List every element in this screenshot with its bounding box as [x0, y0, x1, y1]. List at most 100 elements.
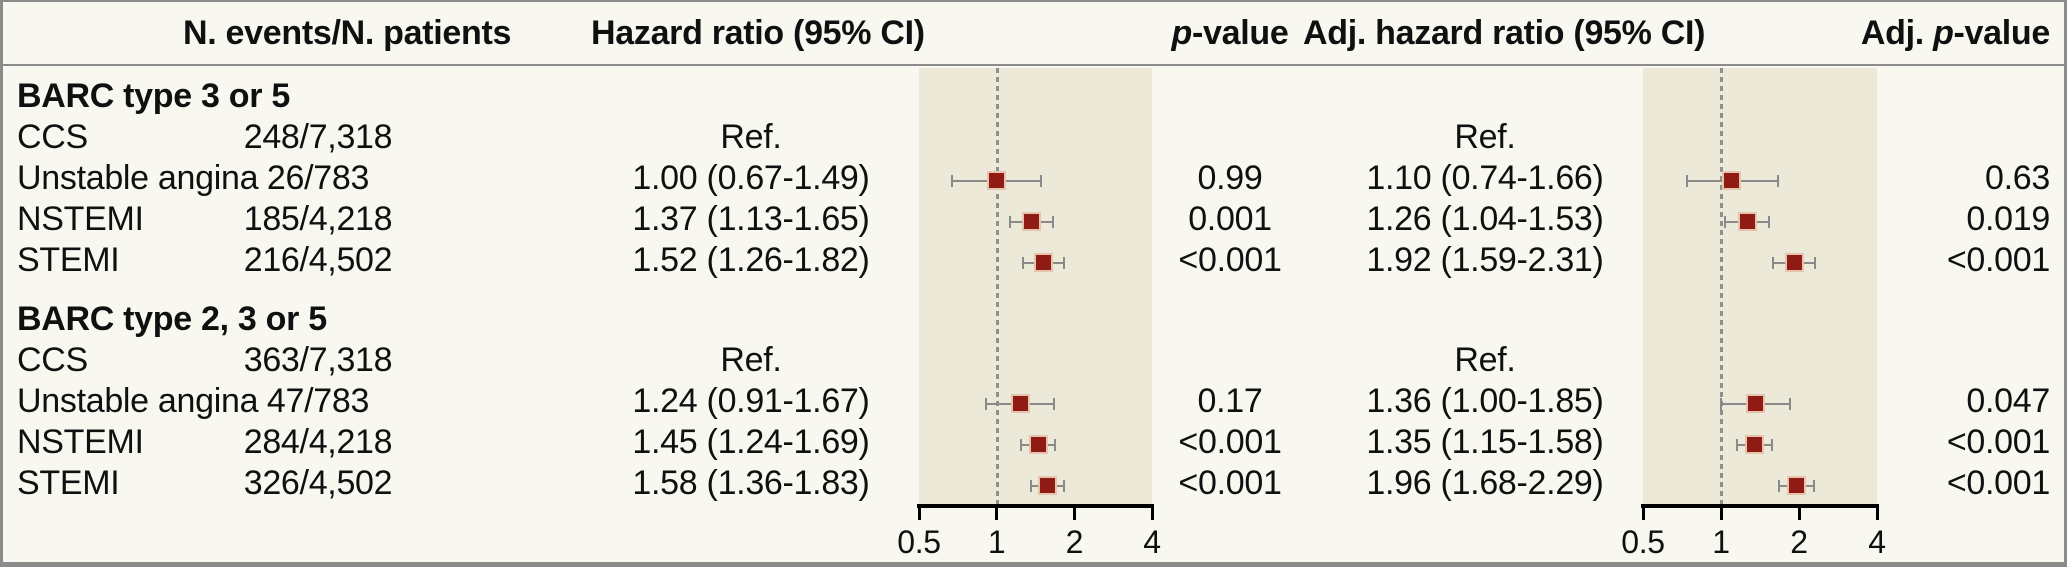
adj-hazard-ratio-value: 1.36 (1.00-1.85) [1366, 382, 1604, 420]
table-row: Unstable angina 47/783 1.24 (0.91-1.67) … [3, 381, 2064, 422]
ci-cap [1019, 438, 1022, 451]
p-value: <0.001 [1178, 241, 1282, 279]
adj-p-value: <0.001 [1946, 241, 2050, 279]
ci-cap [1735, 438, 1738, 451]
hazard-ratio-marker [1745, 435, 1765, 454]
events-patients-value: 284/4,218 [243, 423, 393, 461]
ci-cap [1062, 256, 1065, 269]
ci-cap [950, 174, 953, 187]
events-patients-value: 47/783 [266, 382, 370, 420]
axis-tick-label: 1 [1712, 524, 1730, 560]
adj-hazard-ratio-value: Ref. [1454, 118, 1516, 156]
adj-p-value: 0.047 [1966, 382, 2050, 420]
x-axis: 0.5 1 2 4 [897, 504, 1161, 560]
ci-cap [1772, 256, 1775, 269]
p-value: <0.001 [1178, 423, 1282, 461]
ci-cap [1813, 479, 1816, 492]
adj-hazard-ratio-value: 1.92 (1.59-2.31) [1366, 241, 1604, 279]
adj-hazard-ratio-value: 1.96 (1.68-2.29) [1366, 464, 1604, 502]
hazard-ratio-value: 1.58 (1.36-1.83) [632, 464, 870, 502]
ci-cap [1009, 215, 1012, 228]
ci-cap [1814, 256, 1817, 269]
reference-line [1719, 68, 1723, 506]
ci-cap [1040, 174, 1043, 187]
table-body: BARC type 3 or 5 CCS 248/7,318 Ref. Ref.… [3, 66, 2064, 504]
ci-cap [1777, 174, 1780, 187]
events-patients-value: 248/7,318 [243, 118, 393, 156]
hazard-ratio-marker [1034, 253, 1054, 272]
row-label: CCS [17, 341, 88, 379]
axis-tick [1641, 504, 1645, 520]
forest-plot-adjusted [1643, 68, 1877, 506]
ci-cap [1686, 174, 1689, 187]
axis-tick [1072, 504, 1076, 520]
hazard-ratio-marker [1028, 435, 1048, 454]
events-patients-value: 363/7,318 [243, 341, 393, 379]
adj-hazard-ratio-value: 1.10 (0.74-1.66) [1366, 159, 1604, 197]
axis-tick [917, 504, 921, 520]
hazard-ratio-marker [987, 171, 1007, 190]
reference-line [995, 68, 999, 506]
events-patients-value: 185/4,218 [243, 200, 393, 238]
table-row: CCS 363/7,318 Ref. Ref. [3, 340, 2064, 381]
events-patients-value: 216/4,502 [243, 241, 393, 279]
axis-tick [1719, 504, 1723, 520]
ci-cap [1051, 215, 1054, 228]
table-row: NSTEMI 185/4,218 1.37 (1.13-1.65) 0.001 … [3, 199, 2064, 240]
hazard-ratio-marker [1737, 212, 1757, 231]
header-p-value: p-value [1171, 14, 1289, 52]
ci-cap [1778, 479, 1781, 492]
ci-cap [1724, 215, 1727, 228]
adj-p-value: <0.001 [1946, 464, 2050, 502]
ci-cap [1063, 479, 1066, 492]
x-axis: 0.5 1 2 4 [1621, 504, 1886, 560]
hazard-ratio-marker [1011, 394, 1031, 413]
row-label: NSTEMI [17, 200, 144, 238]
adj-hazard-ratio-value: 1.35 (1.15-1.58) [1366, 423, 1604, 461]
column-header-row: N. events/N. patients Hazard ratio (95% … [3, 2, 2064, 66]
hazard-ratio-value: Ref. [720, 118, 782, 156]
ci-cap [1054, 438, 1057, 451]
row-label: Unstable angina [17, 382, 259, 420]
ci-cap [1771, 438, 1774, 451]
table-row: STEMI 326/4,502 1.58 (1.36-1.83) <0.001 … [3, 463, 2064, 504]
events-patients-value: 326/4,502 [243, 464, 393, 502]
hazard-ratio-value: Ref. [720, 341, 782, 379]
ci-cap [1767, 215, 1770, 228]
forest-plot-unadjusted [919, 68, 1152, 506]
group-header: BARC type 3 or 5 [3, 76, 2064, 117]
axis-tick [1875, 504, 1879, 520]
table-row: NSTEMI 284/4,218 1.45 (1.24-1.69) <0.001… [3, 422, 2064, 463]
hazard-ratio-marker [1784, 253, 1804, 272]
hazard-ratio-value: 1.00 (0.67-1.49) [632, 159, 870, 197]
ci-cap [1053, 397, 1056, 410]
ci-cap [985, 397, 988, 410]
row-label: Unstable angina [17, 159, 259, 197]
table-row: Unstable angina 26/783 1.00 (0.67-1.49) … [3, 158, 2064, 199]
p-value: <0.001 [1178, 464, 1282, 502]
hazard-ratio-value: 1.24 (0.91-1.67) [632, 382, 870, 420]
group-title: BARC type 3 or 5 [17, 77, 290, 115]
table-row: CCS 248/7,318 Ref. Ref. [3, 117, 2064, 158]
axis-tick-label: 2 [1065, 524, 1084, 560]
ci-cap [1720, 397, 1722, 410]
row-label: STEMI [17, 464, 120, 502]
row-label: CCS [17, 118, 88, 156]
group-header: BARC type 2, 3 or 5 [3, 299, 2064, 340]
header-adj-p-value: Adj. p-value [1860, 14, 2050, 52]
header-hazard-ratio: Hazard ratio (95% CI) [591, 14, 925, 52]
axis-tick-label: 1 [987, 524, 1006, 560]
p-value: 0.17 [1197, 382, 1263, 420]
p-value: 0.99 [1197, 159, 1263, 197]
hazard-ratio-marker [1722, 171, 1742, 190]
row-label: NSTEMI [17, 423, 144, 461]
hazard-ratio-marker [1038, 476, 1058, 495]
hazard-ratio-marker [1022, 212, 1042, 231]
group-title: BARC type 2, 3 or 5 [17, 300, 327, 338]
header-adj-hazard-ratio: Adj. hazard ratio (95% CI) [1303, 14, 1706, 52]
row-label: STEMI [17, 241, 120, 279]
p-value: 0.001 [1188, 200, 1272, 238]
axis-tick [1150, 504, 1154, 520]
ci-cap [1789, 397, 1792, 410]
